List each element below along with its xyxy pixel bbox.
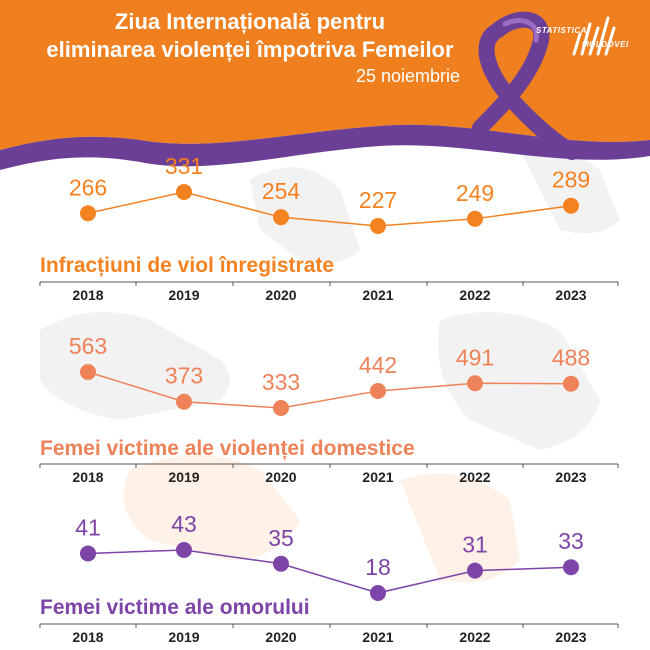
data-point xyxy=(176,542,192,558)
data-point xyxy=(370,218,386,234)
data-label: 373 xyxy=(165,363,203,389)
data-point xyxy=(80,364,96,380)
x-tick-label: 2018 xyxy=(72,287,103,303)
data-point xyxy=(176,393,192,410)
x-tick-label: 2019 xyxy=(168,469,199,485)
data-point xyxy=(563,375,579,392)
data-point xyxy=(80,205,96,222)
data-label: 31 xyxy=(462,532,488,558)
series-line xyxy=(87,371,572,409)
data-label: 563 xyxy=(69,333,107,359)
data-point xyxy=(467,210,483,227)
data-point xyxy=(273,400,289,416)
x-tick-label: 2023 xyxy=(555,287,586,303)
logo-bars-icon xyxy=(572,16,616,56)
page-title-line-2: eliminarea violenței împotriva Femeilor xyxy=(46,37,454,62)
data-label: 488 xyxy=(552,345,590,371)
chart-title: Femei victime ale omorului xyxy=(40,596,310,619)
data-label: 227 xyxy=(359,187,397,213)
x-tick-label: 2022 xyxy=(459,469,490,485)
data-label: 331 xyxy=(165,153,203,179)
x-tick-label: 2019 xyxy=(168,629,199,645)
x-tick-label: 2023 xyxy=(555,629,586,645)
data-point xyxy=(370,382,386,399)
x-tick-label: 2020 xyxy=(265,629,296,645)
chart-title: Infracțiuni de viol înregistrate xyxy=(40,254,334,277)
data-label: 35 xyxy=(268,525,294,551)
x-tick-label: 2021 xyxy=(362,629,393,645)
data-label: 33 xyxy=(558,528,584,554)
data-label: 266 xyxy=(69,174,107,200)
x-tick-label: 2021 xyxy=(362,469,393,485)
data-point xyxy=(370,585,386,601)
page-title-line-1: Ziua Internațională pentru xyxy=(114,9,386,34)
data-label: 491 xyxy=(456,344,494,370)
data-label: 333 xyxy=(262,369,300,395)
data-point xyxy=(563,559,579,576)
statistica-moldovei-logo: STATISTICA MOLDOVEI xyxy=(536,14,632,60)
data-point xyxy=(176,184,192,200)
data-point xyxy=(563,197,579,214)
x-tick-label: 2022 xyxy=(459,287,490,303)
data-point xyxy=(273,209,289,226)
logo-text-statistica: STATISTICA xyxy=(536,26,587,35)
data-label: 41 xyxy=(75,514,101,540)
series-line xyxy=(87,549,572,594)
x-tick-label: 2019 xyxy=(168,287,199,303)
data-label: 18 xyxy=(365,554,391,580)
x-tick-label: 2018 xyxy=(72,629,103,645)
data-label: 254 xyxy=(262,178,301,204)
series-line xyxy=(87,191,572,227)
data-label: 249 xyxy=(456,180,494,206)
x-tick-label: 2018 xyxy=(72,469,103,485)
x-tick-label: 2020 xyxy=(265,287,296,303)
data-label: 43 xyxy=(171,511,197,537)
logo-text-moldovei: MOLDOVEI xyxy=(582,40,629,49)
data-point xyxy=(273,555,289,572)
data-point xyxy=(467,375,483,392)
data-label: 289 xyxy=(552,167,590,193)
x-tick-label: 2022 xyxy=(459,629,490,645)
x-tick-label: 2023 xyxy=(555,469,586,485)
x-tick-label: 2021 xyxy=(362,287,393,303)
chart-title: Femei victime ale violenței domestice xyxy=(40,437,415,460)
data-point xyxy=(467,562,483,579)
x-tick-label: 2020 xyxy=(265,469,296,485)
data-point xyxy=(80,545,96,562)
data-label: 442 xyxy=(359,352,397,378)
date-subtitle: 25 noiembrie xyxy=(355,66,460,86)
